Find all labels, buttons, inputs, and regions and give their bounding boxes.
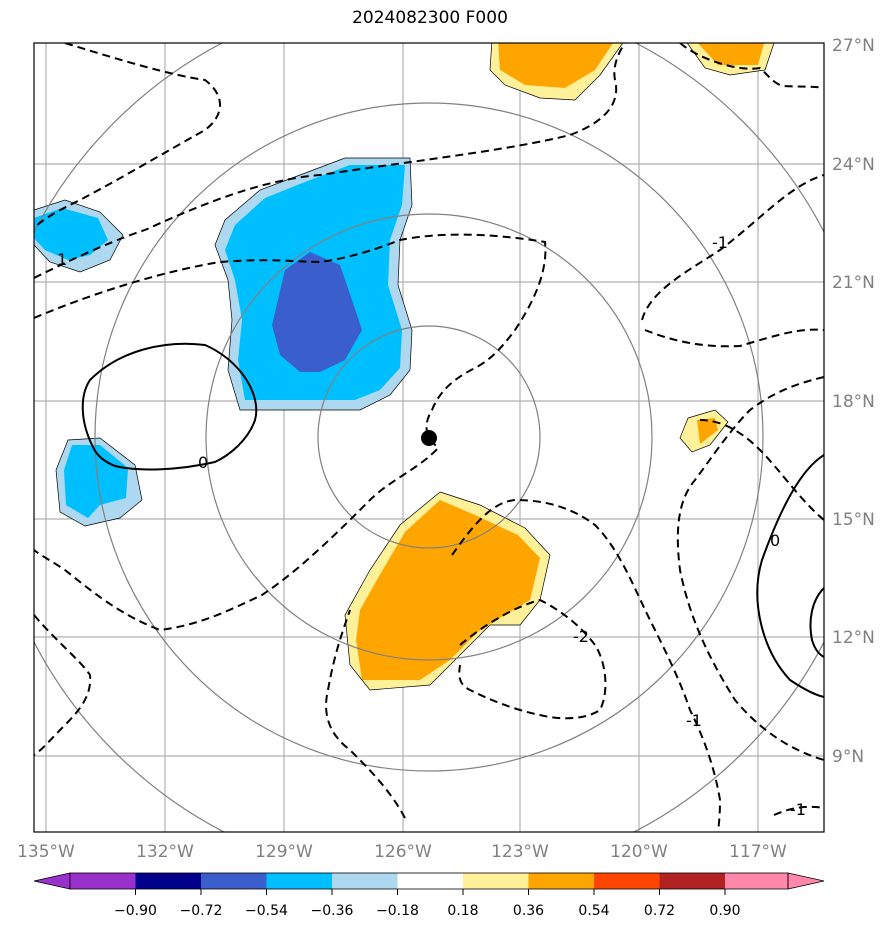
colorbar-swatch [594, 873, 660, 889]
colorbar-swatch [266, 873, 332, 889]
contour-labels: 0 1 -1 0 -2 -1 -1 [57, 233, 806, 819]
colorbar-swatch [463, 873, 529, 889]
contour-label: -1 [712, 233, 728, 252]
contour-label: 1 [57, 250, 67, 269]
lat-axis: 27°N 24°N 21°N 18°N 15°N 12°N 9°N [832, 36, 875, 767]
colorbar-swatch [659, 873, 725, 889]
contour-label: 0 [770, 531, 780, 550]
lon-tick: 117°W [729, 842, 787, 862]
contour-label: -1 [686, 711, 702, 730]
lat-tick: 24°N [832, 155, 875, 175]
lat-tick: 12°N [832, 628, 875, 648]
contour-label: -1 [790, 800, 806, 819]
lon-tick: 135°W [17, 842, 75, 862]
lon-tick: 120°W [610, 842, 668, 862]
lon-tick: 123°W [491, 842, 549, 862]
colorbar-tick: 0.90 [709, 903, 740, 919]
colorbar-swatch [135, 873, 201, 889]
colorbar-tick: 0.54 [578, 903, 609, 919]
lat-tick: 27°N [832, 36, 875, 56]
colorbar-swatch [725, 873, 788, 889]
range-rings [34, 43, 824, 832]
colorbar-tick: 0.36 [513, 903, 544, 919]
colorbar-swatch [70, 873, 136, 889]
colorbar-swatch [528, 873, 594, 889]
negative-anomaly-west [34, 199, 124, 273]
lon-tick: 126°W [374, 842, 432, 862]
lat-tick: 9°N [832, 747, 864, 767]
negative-anomaly-southwest [55, 437, 143, 527]
lon-tick: 129°W [255, 842, 313, 862]
lat-lon-grid [34, 43, 824, 832]
colorbar-tick: 0.72 [644, 903, 675, 919]
lon-tick: 132°W [136, 842, 194, 862]
colorbar-tick: −0.54 [245, 903, 288, 919]
colorbar-swatch [201, 873, 267, 889]
lon-axis: 135°W 132°W 129°W 126°W 123°W 120°W 117°… [17, 842, 787, 862]
lat-tick: 15°N [832, 510, 875, 530]
contour-label: 0 [198, 453, 208, 472]
colorbar-swatch [397, 873, 463, 889]
colorbar: −0.90 −0.72 −0.54 −0.36 −0.18 0.18 0.36 … [33, 872, 825, 919]
positive-anomaly-north [489, 43, 624, 101]
map-frame [33, 42, 825, 833]
colorbar-tick: 0.18 [447, 903, 478, 919]
colorbar-tick: −0.90 [114, 903, 157, 919]
contour-label: -2 [573, 627, 589, 646]
colorbar-tick: −0.18 [376, 903, 419, 919]
positive-anomaly-south [344, 491, 551, 691]
colorbar-tick: −0.72 [180, 903, 223, 919]
map-title: 2024082300 F000 [352, 8, 508, 28]
negative-anomaly-central [214, 157, 413, 411]
storm-center-dot [421, 430, 437, 446]
colorbar-extend-high [787, 872, 825, 890]
colorbar-tick: −0.36 [311, 903, 354, 919]
colorbar-extend-low [33, 872, 71, 890]
positive-anomaly-northeast [686, 43, 775, 76]
positive-anomaly-east [679, 409, 729, 453]
lat-tick: 18°N [832, 392, 875, 412]
lat-tick: 21°N [832, 273, 875, 293]
colorbar-swatch [332, 873, 398, 889]
dashed-contours [34, 43, 824, 832]
